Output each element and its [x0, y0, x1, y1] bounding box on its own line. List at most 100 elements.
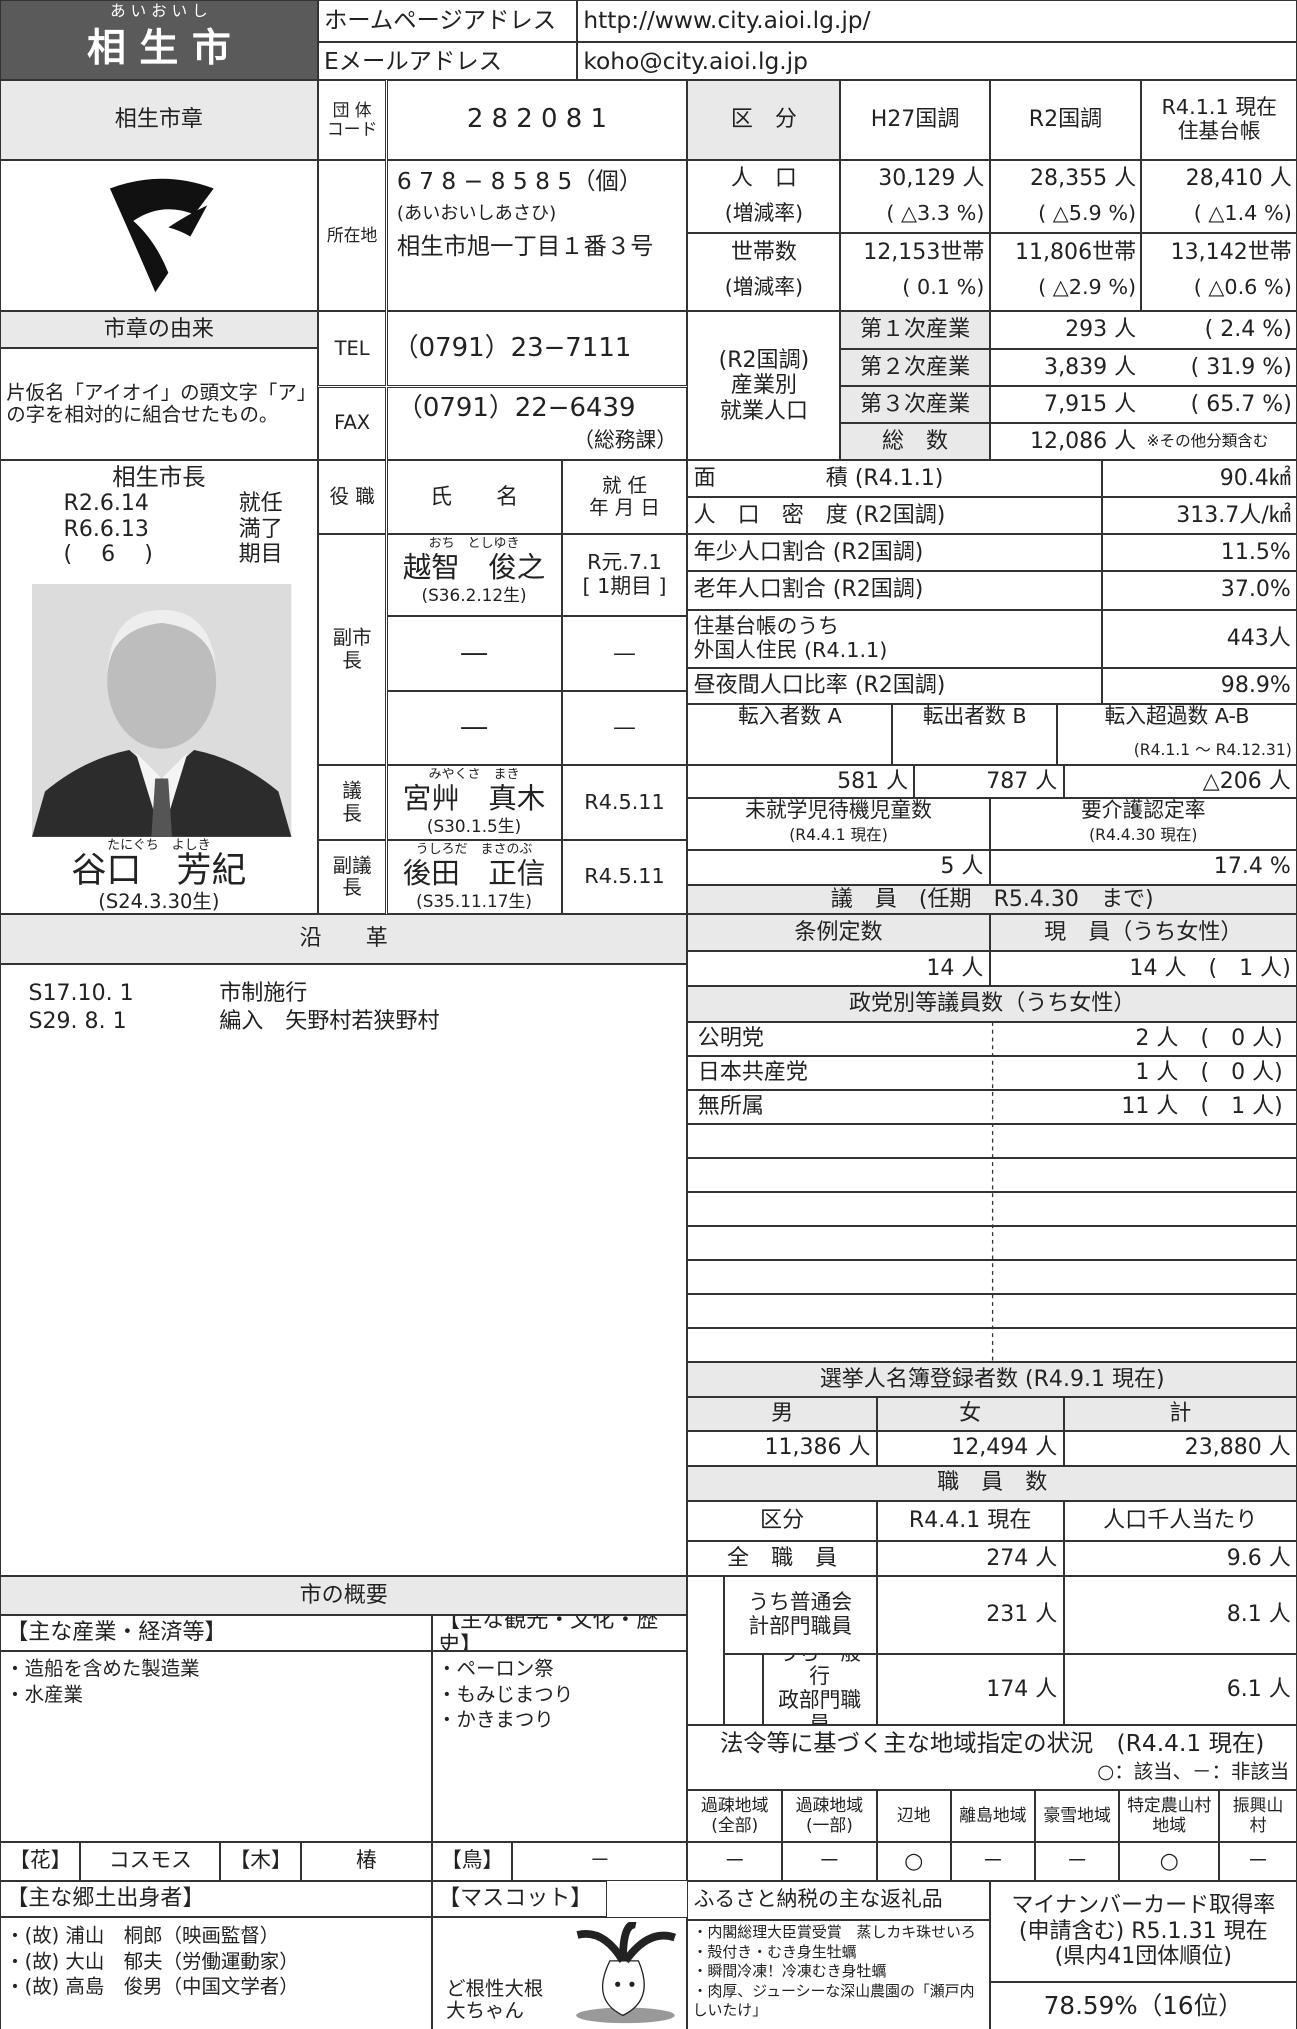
cell	[989, 385, 1297, 424]
text: たにぐち よしき	[107, 837, 211, 853]
text: R4.5.11	[561, 765, 688, 841]
text: －	[782, 1841, 877, 1881]
cell	[989, 159, 1142, 234]
cell	[989, 311, 1297, 349]
cell	[431, 1651, 688, 1842]
cell	[386, 765, 562, 841]
text: 全 職 員	[687, 1540, 877, 1576]
text: 6 7 8 − 8 5 8 5（個）	[396, 167, 643, 196]
text: 振興山村	[1219, 1789, 1297, 1842]
cell	[1141, 233, 1297, 312]
text: 現 員（うち女性）	[989, 914, 1297, 951]
cell	[840, 233, 990, 312]
text: ( △0.6 %)	[1193, 274, 1292, 299]
tourism-list: ・ペーロン祭 ・もみじまつり ・かきまつり	[437, 1656, 683, 1838]
text: 2 人 ( 0 人)	[1135, 1026, 1283, 1052]
text: 第２次産業	[840, 348, 990, 386]
text: 第３次産業	[840, 385, 990, 424]
dashed-divider	[991, 1022, 993, 1362]
text: ―	[386, 691, 562, 766]
text: 法令等に基づく主な地域指定の状況 (R4.4.1 現在)	[719, 1728, 1265, 1757]
text: (R4.1.1 ～ R4.12.31)	[1133, 741, 1292, 759]
text: 老年人口割合 (R2国調)	[687, 570, 1103, 610]
text: 11.5%	[1102, 534, 1297, 571]
text: 14 人	[687, 950, 990, 986]
text: 1 人 ( 0 人)	[1135, 1060, 1283, 1086]
text: 選挙人名簿登録者数 (R4.9.1 現在)	[687, 1361, 1297, 1397]
text: 就 任 年 月 日	[561, 460, 688, 535]
text: 174 人	[876, 1653, 1064, 1725]
text: 世帯数	[730, 240, 797, 266]
text: ( △5.9 %)	[1038, 201, 1137, 226]
text: 公明党	[697, 1026, 764, 1052]
text: 14 人 ( 1 人)	[989, 950, 1297, 986]
list-item: ・(故) 高島 俊男（中国文学者）	[5, 1975, 299, 1998]
list-item: ・造船を含めた製造業	[5, 1657, 200, 1681]
text: 女	[876, 1396, 1064, 1431]
text: ―	[561, 616, 688, 692]
text: 男	[687, 1396, 877, 1431]
text: 条例定数	[687, 914, 990, 951]
text: 計	[1063, 1396, 1297, 1431]
text: R2国調	[989, 80, 1142, 160]
text: 住基台帳のうち 外国人住民 (R4.1.1)	[687, 609, 1103, 668]
text: ( 6 )	[63, 542, 153, 568]
text: ※その他分類含む	[1146, 431, 1269, 450]
text: R元.7.1 [ 1期目 ]	[561, 534, 688, 617]
text: 12,494 人	[876, 1430, 1064, 1466]
text: 特定農山村 地域	[1119, 1789, 1220, 1842]
text: ○：該当、－：非該当	[1097, 1759, 1290, 1783]
text: 編入 矢野村若狭野村	[219, 1009, 440, 1035]
text: 谷口 芳紀	[71, 852, 247, 892]
text: ホームページアドレス	[317, 0, 578, 42]
list-item: ・内閣総理大臣賞受賞 蒸しカキ珠せいろ	[692, 1923, 976, 1942]
emblem	[110, 178, 214, 292]
cell	[989, 348, 1297, 386]
cell	[386, 386, 688, 461]
text: ○	[1119, 1841, 1220, 1881]
text: 2 8 2 0 8 1	[386, 80, 688, 160]
text: うち普通会 計部門職員	[723, 1575, 877, 1654]
text: 無所属	[697, 1094, 764, 1120]
party-row	[687, 1157, 1297, 1192]
cell	[386, 534, 562, 617]
party-row	[687, 1259, 1297, 1294]
text: 宮艸 真木	[402, 782, 546, 815]
text: 後田 正信	[402, 857, 546, 890]
text: 11,806世帯	[1015, 240, 1137, 266]
text: R4.4.1 現在	[876, 1500, 1064, 1541]
text: 8.1 人	[1063, 1575, 1297, 1654]
list-item: ・肉厚、ジューシーな深山農園の「瀬戸内しいたけ」	[692, 1981, 975, 2019]
text: うしろだ まさのぶ	[415, 843, 533, 858]
text: 所在地	[317, 159, 387, 312]
text: 就任	[238, 490, 283, 516]
text: S29. 8. 1	[28, 1009, 127, 1035]
text: (R4.4.1 現在)	[789, 825, 888, 844]
text: 28,410 人	[1185, 166, 1292, 192]
text: －	[1035, 1841, 1120, 1881]
text: 離島地域	[950, 1789, 1035, 1842]
text: 17.4 %	[989, 849, 1297, 885]
text: 37.0%	[1102, 570, 1297, 610]
text: 443人	[1102, 609, 1297, 668]
text: FAX	[317, 386, 387, 461]
text: ど根性大根 大ちゃん	[446, 1976, 544, 2022]
text: (あいおいしあさひ)	[396, 202, 557, 224]
text: みやくさ まき	[428, 767, 520, 783]
text: 政党別等議員数（うち女性）	[687, 985, 1297, 1023]
text: 人 口	[730, 166, 797, 192]
text: （0791）23−7111	[386, 311, 688, 387]
text: (増減率)	[724, 274, 804, 299]
list-item: ・もみじまつり	[437, 1682, 574, 1706]
text: 総 数	[840, 423, 990, 461]
text: 過疎地域 (一部)	[782, 1789, 877, 1842]
text: 第１次産業	[840, 311, 990, 349]
text: 年少人口割合 (R2国調)	[687, 534, 1103, 571]
text: (S36.2.12生)	[421, 585, 527, 606]
text: －	[950, 1841, 1035, 1881]
text: ( 2.4 %)	[1204, 317, 1292, 343]
text: 昼夜間人口比率 (R2国調)	[687, 667, 1103, 705]
mascot	[575, 1922, 676, 2024]
text: (S24.3.30生)	[98, 891, 220, 913]
text: ―	[561, 691, 688, 766]
